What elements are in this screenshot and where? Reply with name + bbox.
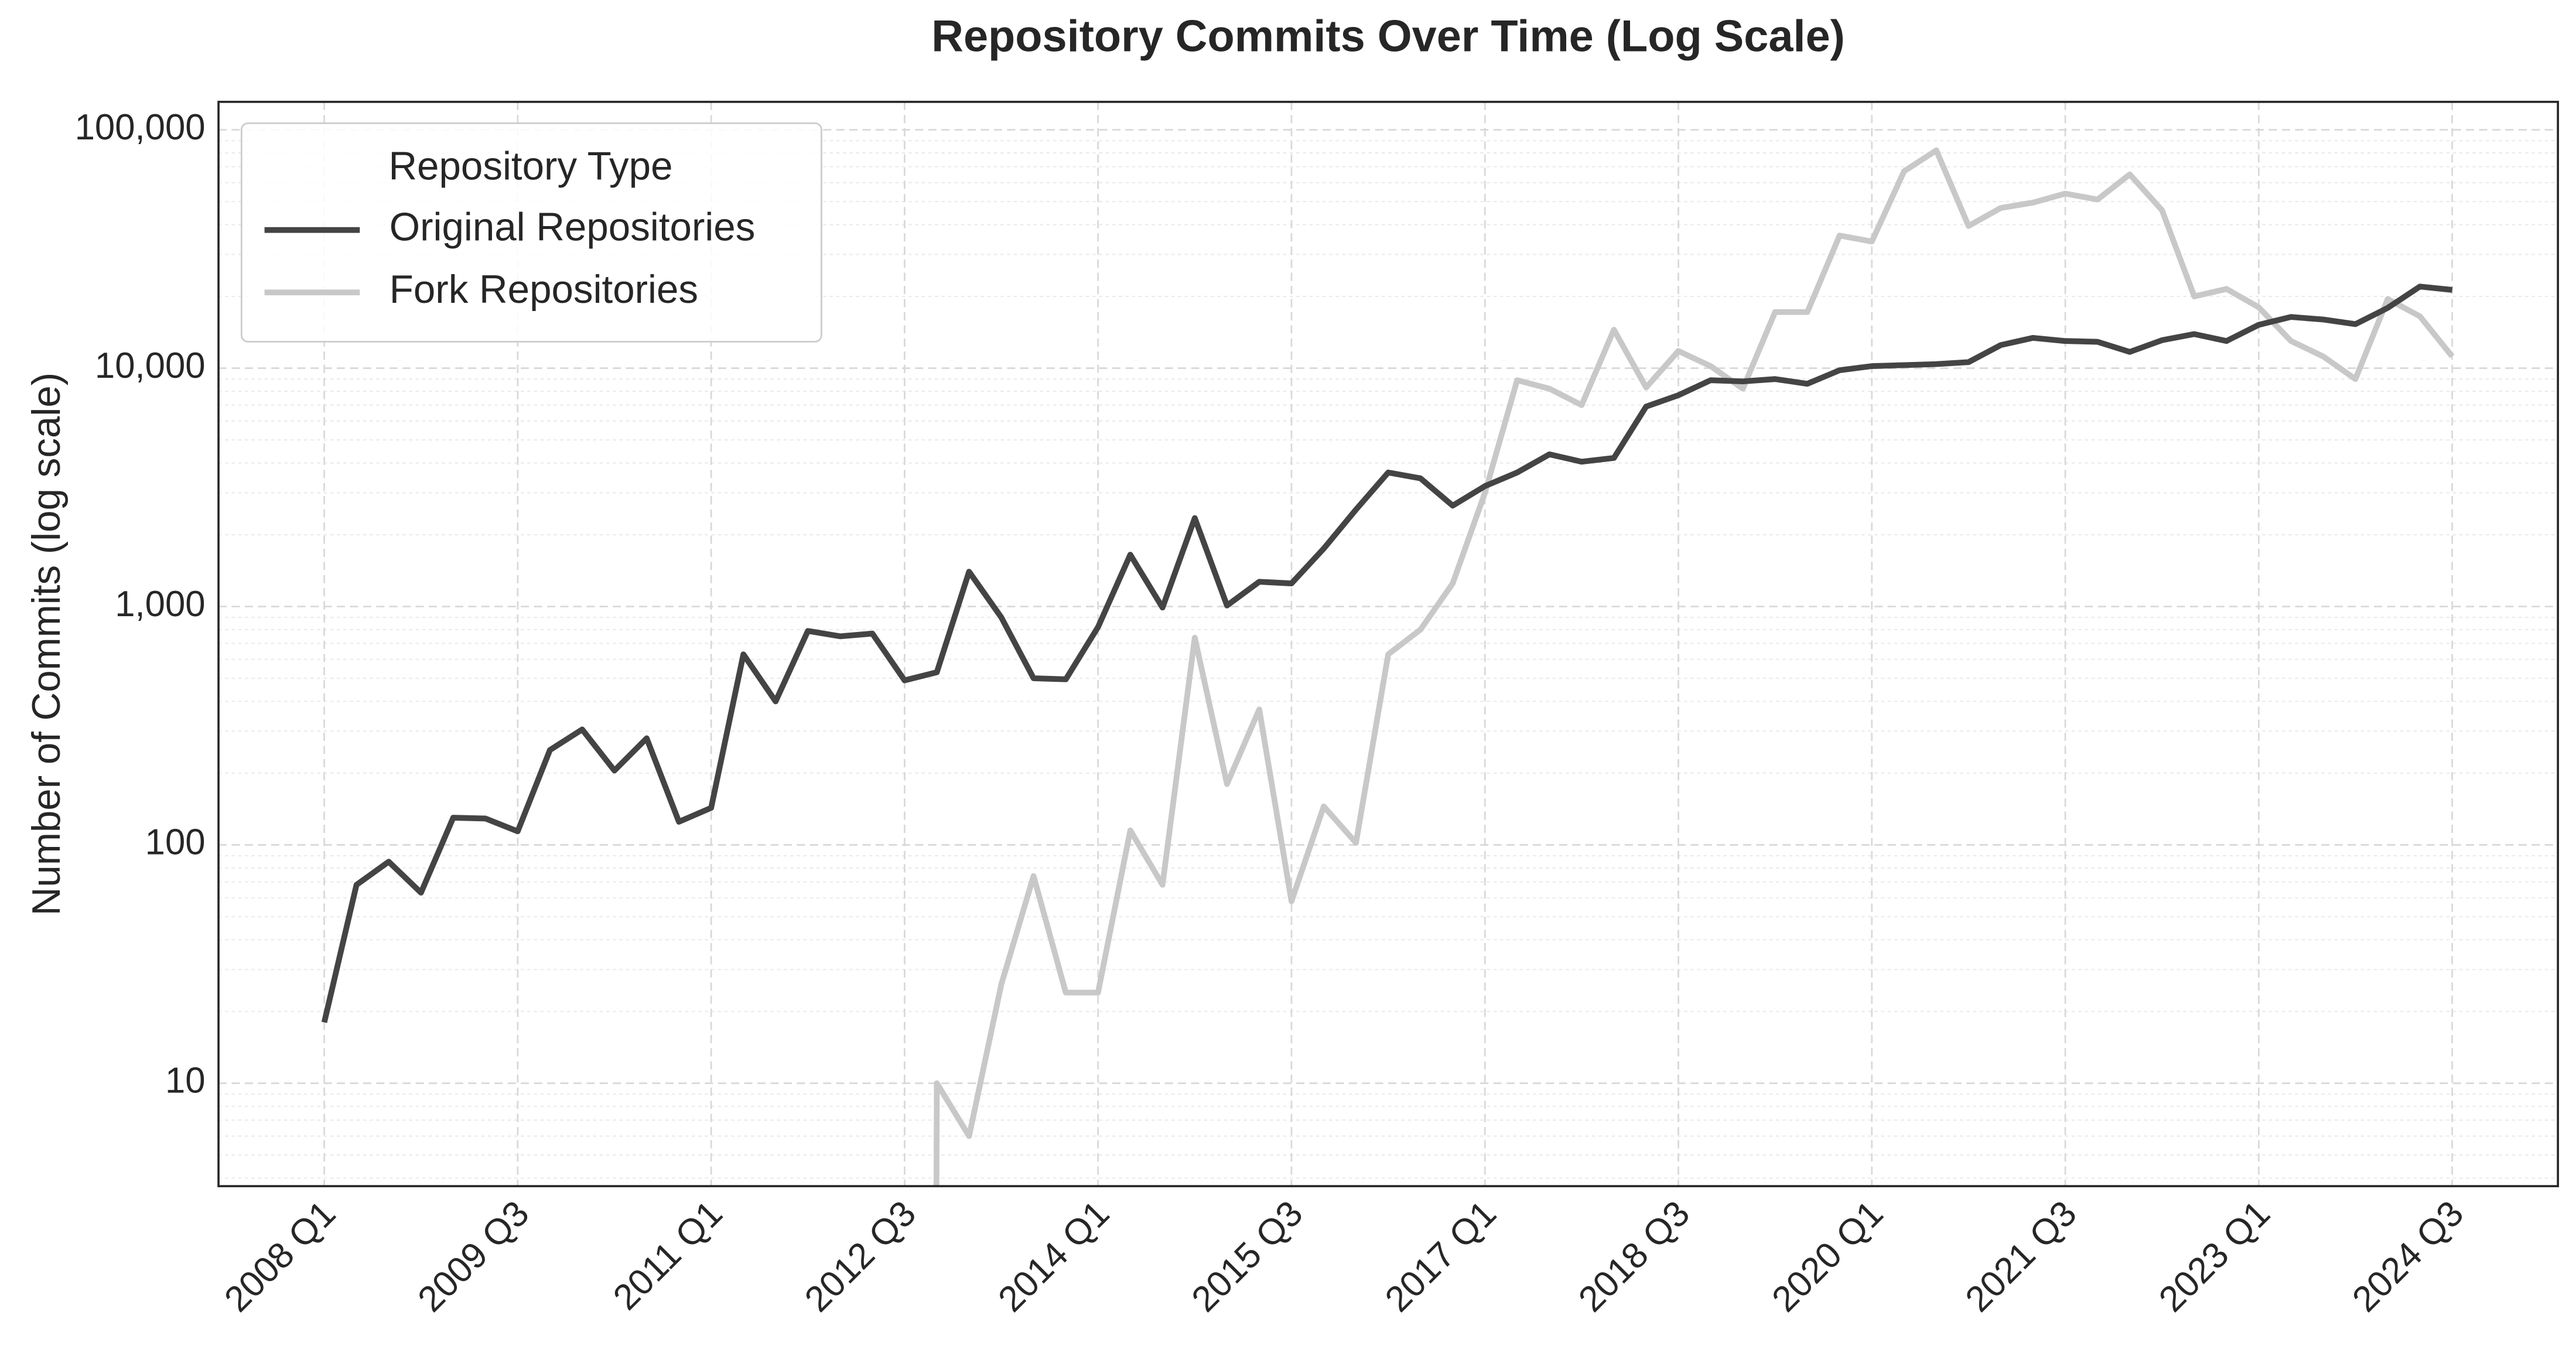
y-axis-label: Number of Commits (log scale) bbox=[25, 373, 69, 915]
y-tick-label: 100 bbox=[145, 822, 206, 863]
series-line bbox=[933, 147, 2455, 1187]
legend-label: Original Repositories bbox=[390, 205, 756, 249]
y-tick-label: 1,000 bbox=[115, 584, 205, 624]
y-tick-label: 10,000 bbox=[95, 346, 206, 386]
legend-title: Repository Type bbox=[388, 145, 672, 189]
chart-title: Repository Commits Over Time (Log Scale) bbox=[931, 11, 1845, 61]
y-tick-label: 100,000 bbox=[75, 107, 206, 148]
legend-label: Fork Repositories bbox=[390, 268, 698, 312]
legend-box bbox=[240, 122, 822, 343]
series-line bbox=[321, 283, 2453, 1023]
y-tick-label: 10 bbox=[165, 1061, 206, 1101]
legend: Repository Type Original Repositories Fork… bbox=[240, 122, 822, 343]
lines bbox=[321, 147, 2455, 1187]
plot-frame bbox=[217, 101, 2559, 1187]
